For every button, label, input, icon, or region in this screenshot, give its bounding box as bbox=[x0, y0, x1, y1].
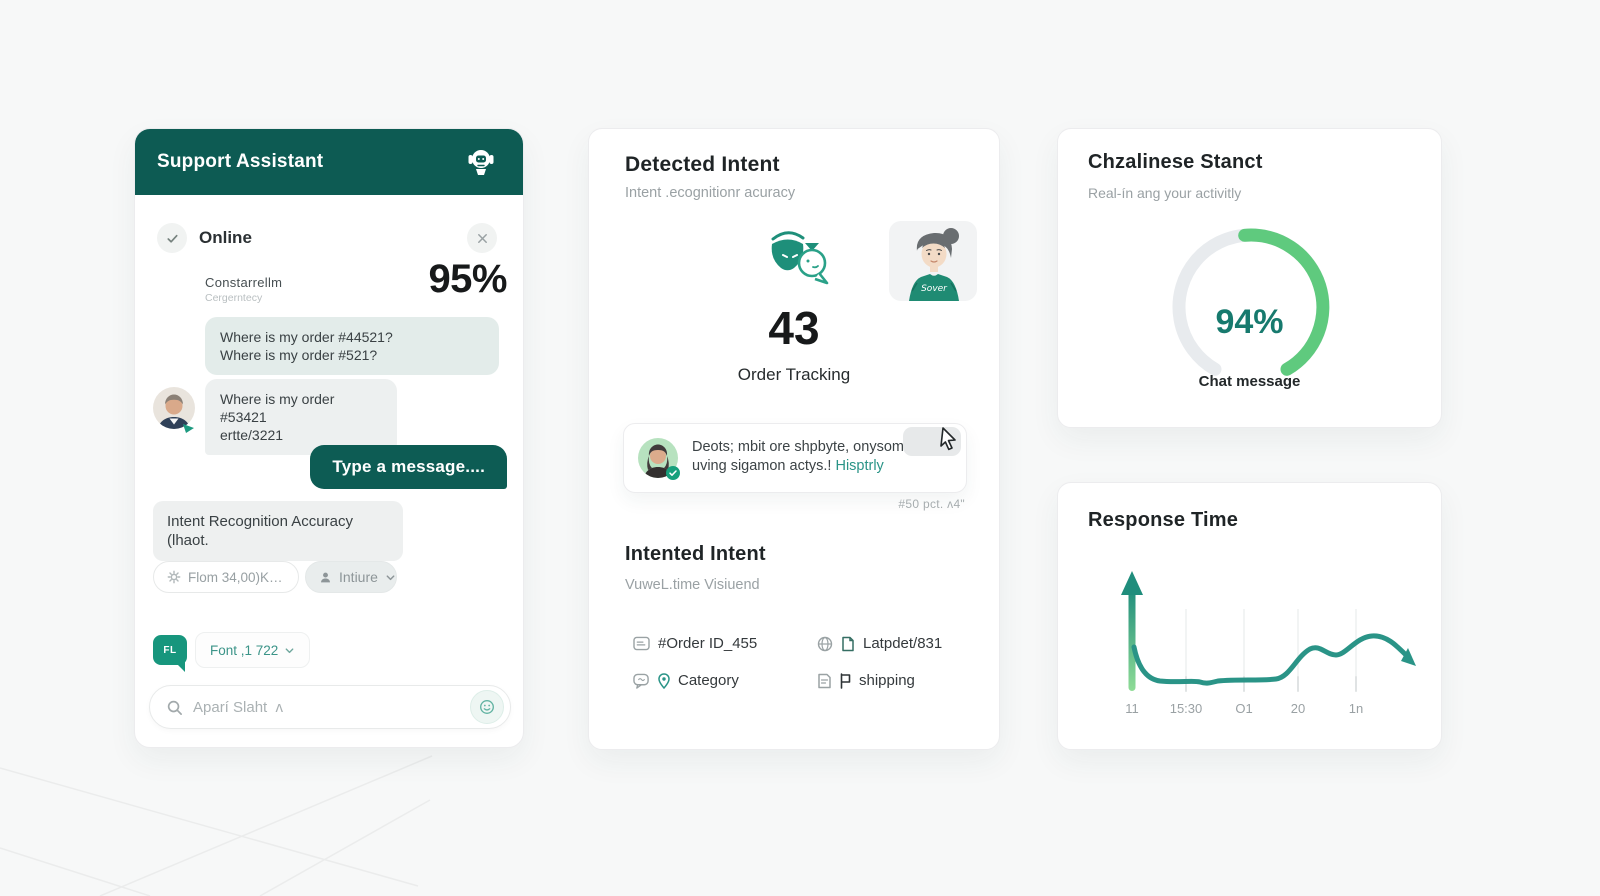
line-chart-svg bbox=[1121, 571, 1416, 692]
card-lines-icon bbox=[633, 636, 650, 651]
accuracy-percentage: 95% bbox=[428, 257, 507, 301]
robot-assistant-icon bbox=[465, 146, 497, 178]
agent-message-line: Deots; mbit ore shpbyte, onysomed bbox=[692, 439, 921, 455]
chat-message-line: Where is my order #521? bbox=[220, 347, 378, 363]
support-agent-sticker: Sover bbox=[889, 221, 977, 301]
detected-intent-panel: Detected Intent Intent .ecognitionr acur… bbox=[588, 128, 1000, 750]
detail-label: shipping bbox=[859, 672, 915, 689]
user-avatar bbox=[153, 387, 195, 429]
gear-icon bbox=[167, 570, 181, 584]
x-tick-label: 1n bbox=[1348, 701, 1364, 716]
x-tick-label: O1 bbox=[1235, 701, 1253, 716]
panel-title: Response Time bbox=[1088, 509, 1239, 531]
accuracy-name: Constarrellm bbox=[205, 275, 283, 290]
chat-bubble-fl-button[interactable]: FL bbox=[153, 635, 187, 672]
gauge-label: Chat message bbox=[1198, 373, 1301, 390]
section-subtitle: VuweL.time Visiuend bbox=[625, 577, 760, 593]
response-time-chart: 11 15:30 O1 20 1n bbox=[1088, 549, 1428, 739]
flag-icon bbox=[840, 672, 851, 689]
panel-title: Chzalinese Stanct bbox=[1088, 151, 1263, 173]
chat-title: Support Assistant bbox=[157, 151, 324, 172]
face-chat-bubble-icon bbox=[753, 221, 831, 287]
accuracy-subtext: Cergerntecy bbox=[205, 292, 263, 304]
chat-message-line: Where is my order #53421 bbox=[220, 391, 335, 425]
close-button[interactable] bbox=[467, 223, 497, 253]
smiley-icon bbox=[478, 698, 496, 716]
page-icon bbox=[841, 636, 855, 652]
detail-order-id: #Order ID_455 bbox=[633, 635, 757, 652]
section-title: Intented Intent bbox=[625, 543, 766, 565]
panel-title: Detected Intent bbox=[625, 153, 780, 176]
search-icon bbox=[166, 699, 183, 716]
intent-note-line: Intent Recognition Accuracy bbox=[167, 513, 353, 530]
detail-label: #Order ID_455 bbox=[658, 635, 758, 652]
pill-label: Intiure bbox=[339, 569, 378, 585]
message-input-bar bbox=[149, 685, 511, 729]
gauge-panel: Chzalinese Stanct Real-ín ang your activ… bbox=[1057, 128, 1442, 428]
x-tick-label: 11 bbox=[1125, 701, 1139, 716]
globe-icon bbox=[817, 636, 833, 652]
agent-message-card: Deots; mbit ore shpbyte, onysomed uving … bbox=[623, 423, 967, 493]
chat-message-incoming: Where is my order #44521? Where is my or… bbox=[205, 317, 499, 375]
message-link[interactable]: Hisptrly bbox=[835, 458, 884, 474]
agent-message-line: uving sigamon actys.! bbox=[692, 458, 832, 474]
gauge-chart bbox=[1146, 217, 1356, 382]
type-a-message-bubble[interactable]: Type a message.... bbox=[310, 445, 507, 489]
gauge-value: 94% bbox=[1215, 303, 1284, 341]
intent-count: 43 bbox=[768, 302, 820, 354]
hover-highlight-chip bbox=[903, 427, 961, 456]
detail-product: Latpdet/831 bbox=[817, 635, 942, 652]
location-pin-icon bbox=[658, 672, 670, 689]
intent-note-line: (lhaot. bbox=[167, 532, 209, 549]
online-status-label: Online bbox=[199, 228, 252, 247]
detail-shipping: shipping bbox=[817, 672, 915, 689]
x-tick-label: 15:30 bbox=[1169, 701, 1203, 716]
svg-text:Sover: Sover bbox=[921, 284, 948, 294]
settings-filter-pill[interactable]: Flom 34,00)K… bbox=[153, 561, 299, 593]
mouse-cursor-icon bbox=[936, 426, 960, 452]
chat-message-line: Where is my order #44521? bbox=[220, 329, 393, 345]
intent-selector-pill[interactable]: Intiure bbox=[305, 561, 397, 593]
agent-message-text: Deots; mbit ore shpbyte, onysomed uving … bbox=[692, 438, 957, 476]
message-footnote: #50 pct. ʌ4" bbox=[898, 497, 965, 511]
chevron-down-icon bbox=[385, 572, 396, 583]
detail-category: Category bbox=[633, 672, 739, 689]
person-icon bbox=[319, 571, 332, 584]
chat-message-incoming: Where is my order #53421 ertte/3221 bbox=[205, 379, 397, 455]
pill-label: Flom 34,00)K… bbox=[188, 569, 283, 585]
response-time-panel: Response Time 11 15:30 O1 20 bbox=[1057, 482, 1442, 750]
chat-bubble-icon bbox=[633, 673, 650, 689]
chat-message-line: ertte/3221 bbox=[220, 427, 284, 443]
message-input[interactable] bbox=[193, 698, 460, 716]
close-icon bbox=[476, 232, 489, 245]
panel-subtitle: Intent .ecognitionr acuracy bbox=[625, 185, 796, 201]
chevron-down-icon bbox=[284, 645, 295, 656]
detail-label: Latpdet/831 bbox=[863, 635, 943, 652]
font-pill-label: Font ,1 722 bbox=[210, 642, 279, 658]
intent-accuracy-note: Intent Recognition Accuracy (lhaot. bbox=[153, 501, 403, 561]
support-assistant-widget: Support Assistant Online Constarrellm Ce… bbox=[134, 128, 524, 748]
panel-subtitle: Real-ín ang your activitly bbox=[1088, 185, 1242, 201]
chat-header: Support Assistant bbox=[135, 129, 523, 195]
status-check-indicator bbox=[157, 223, 187, 253]
detail-label: Category bbox=[678, 672, 739, 689]
emoji-button[interactable] bbox=[470, 690, 504, 724]
intent-count-label: Order Tracking bbox=[737, 365, 851, 384]
x-tick-label: 20 bbox=[1290, 701, 1306, 716]
document-icon bbox=[817, 673, 832, 689]
verified-badge-icon bbox=[666, 466, 680, 480]
avatar-tail-accent bbox=[183, 421, 195, 433]
font-selector-pill[interactable]: Font ,1 722 bbox=[195, 632, 311, 668]
